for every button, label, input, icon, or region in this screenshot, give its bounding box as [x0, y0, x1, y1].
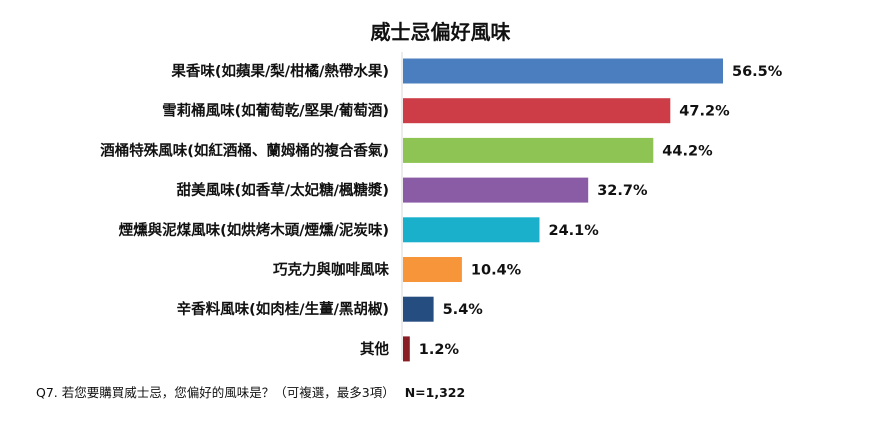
bar-4	[403, 217, 540, 243]
category-label-6: 辛香料風味(如肉桂/生薑/黑胡椒)	[177, 300, 389, 318]
footnote: Q7. 若您要購買威士忌，您偏好的風味是？（可複選，最多3項） N=1,322	[36, 382, 465, 401]
category-labels-group: 果香味(如蘋果/梨/柑橘/熱帶水果) 雪莉桶風味(如葡萄乾/堅果/葡萄酒) 酒桶特殊…	[100, 62, 389, 358]
chart-title: 威士忌偏好風味	[370, 20, 511, 44]
value-label-4: 24.1%	[549, 223, 600, 239]
bar-2	[403, 137, 654, 163]
bar-6	[403, 296, 434, 322]
bar-3	[403, 177, 589, 203]
value-label-2: 44.2%	[662, 143, 713, 159]
value-label-3: 32.7%	[597, 183, 648, 199]
category-label-4: 煙燻與泥煤風味(如烘烤木頭/煙燻/泥炭味)	[119, 221, 389, 239]
category-label-7: 其他	[360, 340, 389, 358]
category-label-3: 甜美風味(如香草/太妃糖/楓糖漿)	[177, 181, 389, 199]
category-label-5: 巧克力與咖啡風味	[273, 261, 389, 279]
bar-1	[403, 98, 671, 124]
value-label-0: 56.5%	[732, 64, 783, 80]
value-labels-group: 56.5% 47.2% 44.2% 32.7% 24.1% 10.4% 5.4% 1.2%	[419, 64, 783, 358]
value-label-6: 5.4%	[443, 302, 484, 318]
value-label-7: 1.2%	[419, 342, 460, 358]
footnote-question: Q7. 若您要購買威士忌，您偏好的風味是？（可複選，最多3項）	[36, 385, 395, 400]
bar-0	[403, 58, 723, 84]
footnote-sample-size: N=1,322	[404, 385, 466, 400]
value-label-5: 10.4%	[471, 263, 522, 279]
bar-7	[403, 336, 410, 362]
category-label-2: 酒桶特殊風味(如紅酒桶、蘭姆桶的複合香氣)	[100, 141, 389, 159]
value-label-1: 47.2%	[679, 104, 730, 120]
category-label-0: 果香味(如蘋果/梨/柑橘/熱帶水果)	[170, 62, 389, 80]
category-label-1: 雪莉桶風味(如葡萄乾/堅果/葡萄酒)	[162, 102, 389, 120]
bar-5	[403, 257, 462, 282]
bars-group	[403, 58, 723, 362]
